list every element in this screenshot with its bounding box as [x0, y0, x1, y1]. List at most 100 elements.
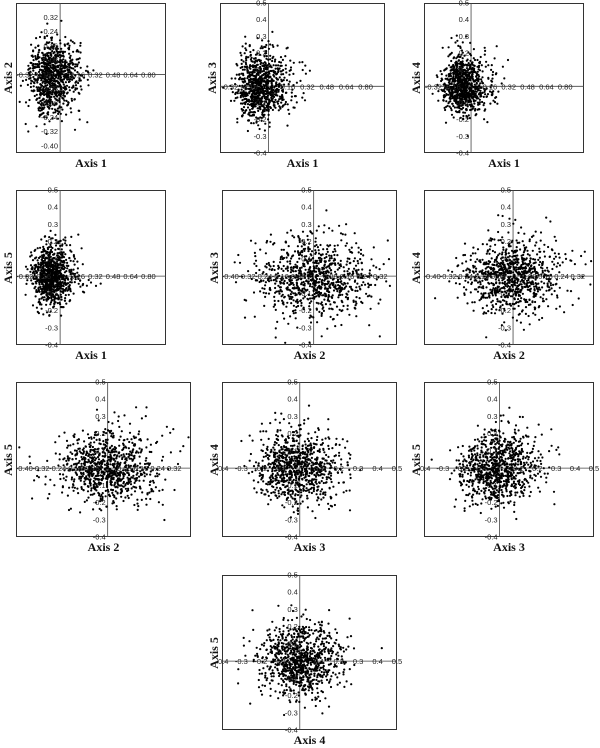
data-point: [549, 282, 552, 285]
data-point: [281, 299, 284, 302]
data-point: [508, 285, 511, 288]
data-point: [56, 252, 59, 255]
data-point: [46, 41, 49, 44]
data-point: [338, 289, 341, 292]
data-point: [276, 44, 279, 47]
data-point: [267, 292, 271, 295]
data-point: [292, 275, 295, 278]
data-point: [60, 314, 63, 317]
data-point: [450, 91, 453, 94]
data-point: [257, 73, 260, 76]
data-point: [461, 79, 464, 82]
data-point: [253, 103, 256, 106]
data-point: [45, 243, 48, 246]
data-point: [317, 302, 320, 305]
data-point: [45, 311, 49, 314]
data-point: [303, 255, 306, 258]
data-point: [531, 270, 534, 273]
data-point: [462, 286, 466, 289]
data-point: [343, 281, 346, 285]
data-point: [254, 81, 257, 85]
data-point: [94, 284, 98, 287]
data-point: [258, 67, 261, 70]
data-point: [251, 107, 254, 110]
data-point: [274, 282, 277, 285]
data-point: [477, 77, 480, 80]
data-point: [59, 56, 62, 59]
data-point: [288, 278, 291, 281]
data-point: [36, 57, 39, 60]
data-point: [59, 293, 62, 296]
data-point: [72, 268, 75, 271]
data-point: [342, 283, 345, 286]
data-point: [36, 81, 39, 84]
data-point: [42, 74, 45, 77]
data-point: [463, 54, 466, 57]
data-point: [29, 61, 32, 64]
data-point: [312, 281, 315, 285]
data-point: [32, 282, 35, 285]
data-point: [336, 276, 339, 279]
data-point: [39, 83, 42, 86]
data-point: [39, 94, 42, 97]
data-point: [331, 262, 334, 265]
data-point: [359, 252, 363, 255]
data-point: [45, 251, 48, 254]
data-point: [473, 83, 476, 86]
data-point: [49, 292, 52, 295]
data-point: [49, 243, 52, 246]
data-point: [292, 61, 295, 64]
data-point: [32, 85, 35, 88]
data-point: [35, 98, 38, 101]
data-point: [64, 35, 67, 39]
data-point: [291, 296, 294, 299]
data-point: [50, 54, 53, 58]
data-point: [33, 272, 36, 275]
data-point: [326, 274, 329, 277]
data-point: [43, 296, 46, 299]
data-point: [249, 50, 252, 54]
x-tick-label: 0.16: [483, 82, 498, 91]
data-point: [456, 39, 459, 42]
data-point: [449, 107, 453, 110]
data-point: [307, 247, 310, 250]
data-point: [62, 55, 65, 58]
data-point: [45, 101, 49, 104]
data-point: [264, 77, 267, 80]
data-point: [45, 298, 48, 301]
data-point: [79, 66, 82, 69]
data-point: [43, 106, 46, 109]
data-point: [281, 257, 284, 260]
data-point: [49, 56, 52, 60]
data-point: [68, 89, 71, 92]
data-point: [56, 302, 60, 305]
data-point: [29, 270, 32, 273]
data-point: [486, 121, 489, 124]
data-point: [38, 283, 41, 286]
data-point: [71, 61, 74, 64]
data-point: [490, 301, 493, 304]
data-point: [372, 246, 375, 249]
data-point: [317, 285, 321, 288]
data-point: [41, 278, 44, 281]
data-point: [266, 279, 270, 282]
data-point: [26, 279, 29, 282]
data-point: [52, 306, 55, 309]
data-point: [253, 57, 256, 60]
data-point: [273, 86, 276, 89]
data-point: [46, 72, 49, 75]
data-point: [325, 209, 328, 212]
data-point: [71, 58, 74, 61]
x-tick-label: 0.64: [123, 70, 138, 79]
data-point: [316, 286, 319, 289]
data-point: [318, 291, 321, 294]
data-point: [289, 66, 293, 69]
data-point: [50, 250, 54, 254]
data-point: [466, 135, 469, 138]
data-point: [286, 269, 289, 272]
data-point: [501, 241, 504, 244]
data-point: [247, 113, 250, 116]
data-point: [284, 103, 287, 106]
data-point: [317, 268, 320, 271]
data-point: [86, 121, 89, 124]
